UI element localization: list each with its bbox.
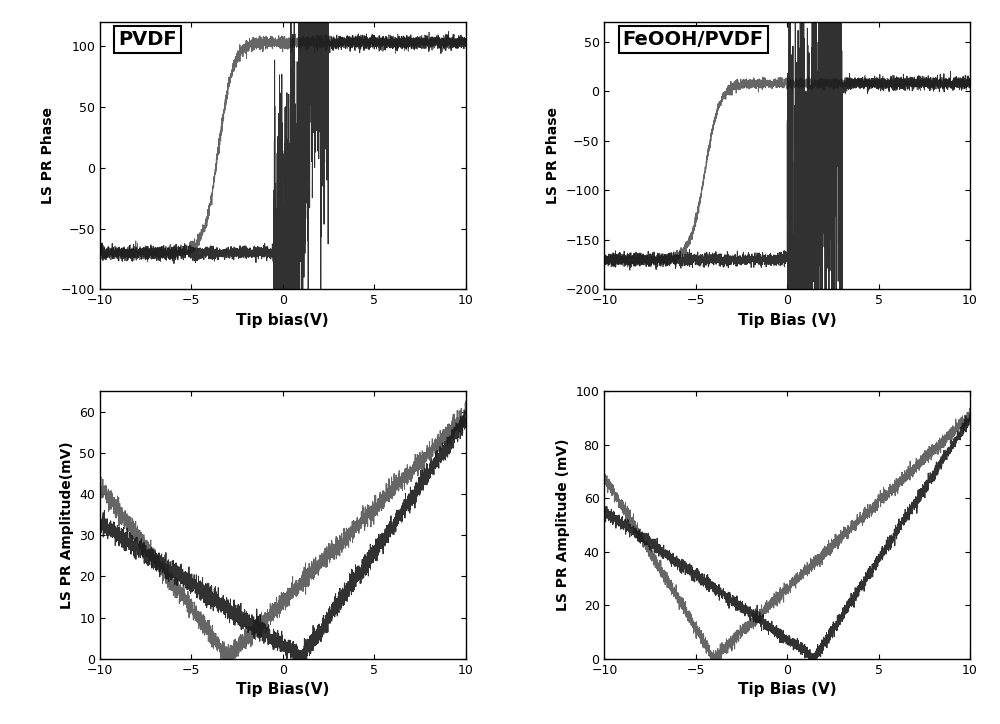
- X-axis label: Tip Bias(V): Tip Bias(V): [236, 682, 329, 697]
- Text: FeOOH/PVDF: FeOOH/PVDF: [623, 30, 764, 49]
- X-axis label: Tip Bias (V): Tip Bias (V): [738, 313, 837, 328]
- Y-axis label: LS PR Phase: LS PR Phase: [41, 107, 55, 204]
- X-axis label: Tip bias(V): Tip bias(V): [236, 313, 329, 328]
- Text: PVDF: PVDF: [118, 30, 177, 49]
- Y-axis label: LS PR Amplitude (mV): LS PR Amplitude (mV): [556, 439, 570, 611]
- X-axis label: Tip Bias (V): Tip Bias (V): [738, 682, 837, 697]
- Y-axis label: LS PR Phase: LS PR Phase: [546, 107, 560, 204]
- Y-axis label: LS PR Amplitude(mV): LS PR Amplitude(mV): [60, 441, 74, 609]
